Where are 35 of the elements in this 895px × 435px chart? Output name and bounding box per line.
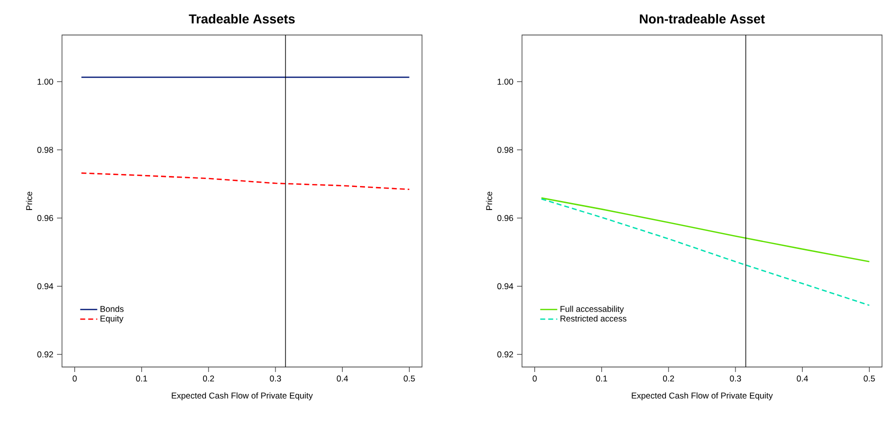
legend-label: Equity (100, 315, 124, 324)
line-series (540, 197, 870, 262)
y-tick-label: 0.96 (37, 215, 54, 222)
x-axis-title: Expected Cash Flow of Private Equity (172, 392, 313, 400)
x-tick-label: 0.2 (202, 376, 214, 382)
y-axis-title: Price (26, 192, 32, 210)
line-series (80, 172, 410, 190)
x-tick-label: 0.5 (864, 376, 875, 382)
chart-title: Tradeable Assets (188, 14, 295, 24)
y-tick-label: 0.92 (37, 351, 54, 358)
y-tick-label: 0.98 (37, 146, 54, 153)
y-tick-label: 0.98 (497, 146, 514, 153)
x-tick-label: 0.4 (336, 376, 348, 382)
legend-label: Restricted access (560, 315, 626, 322)
x-tick-label: 0 (72, 376, 77, 382)
y-tick-label: 0.96 (497, 215, 514, 222)
y-tick-label: 1.00 (498, 78, 514, 85)
x-axis-title: Expected Cash Flow of Private Equity (632, 392, 773, 400)
x-tick-label: 0.2 (662, 376, 674, 382)
x-tick-label: 0.3 (270, 376, 281, 382)
y-tick-label: 0.92 (497, 351, 514, 358)
chart-title: Non-tradeable Asset (640, 14, 765, 24)
y-tick-label: 0.94 (37, 283, 54, 290)
legend-label: Full accessability (560, 306, 624, 314)
y-axis-title: Price (486, 192, 492, 210)
x-tick-label: 0.4 (796, 376, 808, 382)
x-tick-label: 0.5 (404, 376, 415, 382)
y-tick-label: 1.00 (38, 78, 54, 85)
x-tick-label: 0 (532, 376, 537, 382)
x-tick-label: 0.1 (136, 376, 148, 382)
y-tick-label: 0.94 (497, 283, 514, 290)
legend-label: Bonds (100, 306, 124, 312)
line-series (540, 198, 870, 306)
x-tick-label: 0.3 (730, 376, 741, 382)
x-tick-label: 0.1 (596, 376, 608, 382)
